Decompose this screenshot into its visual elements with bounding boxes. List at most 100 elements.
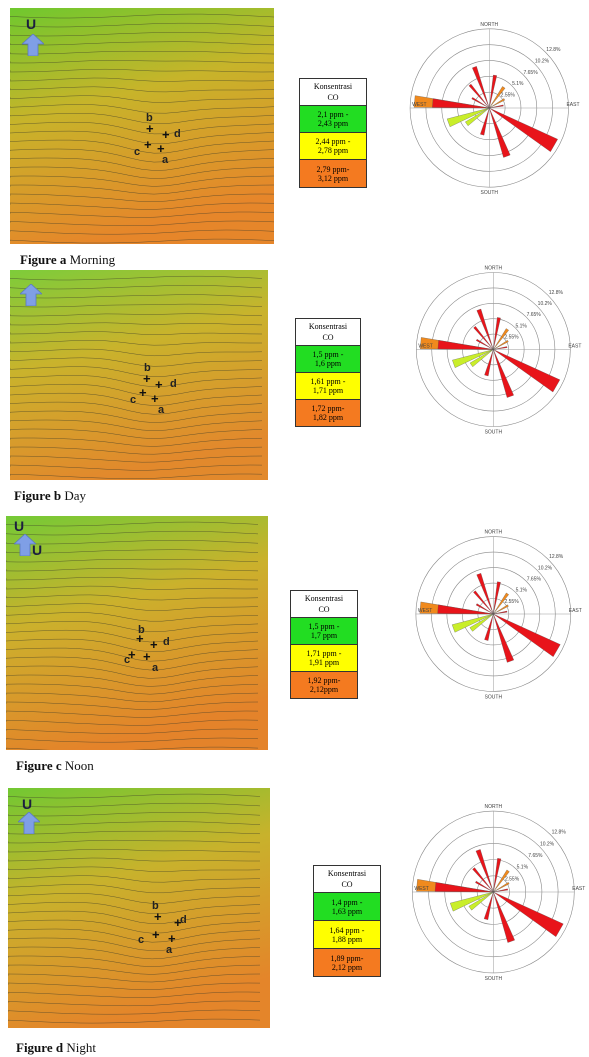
contour-line	[10, 375, 263, 388]
contour-line	[10, 50, 274, 55]
rose-petal	[489, 107, 511, 158]
contour-line	[8, 802, 261, 808]
marker-point: +	[143, 649, 151, 664]
map-contours	[10, 270, 268, 480]
contour-line	[10, 193, 274, 202]
rose-petal	[437, 604, 494, 615]
rose-petal	[468, 891, 494, 911]
legend-row: 1,5 ppm -1,6 ppm	[296, 345, 360, 372]
contour-line	[8, 793, 261, 799]
rose-petal	[452, 349, 494, 368]
rose-petal	[475, 338, 494, 350]
marker-label-b: b	[144, 362, 151, 374]
contour-line	[10, 229, 274, 235]
marker-label-d: d	[170, 378, 177, 390]
contour-line	[8, 893, 261, 904]
contour-line	[6, 665, 259, 679]
marker-point: +	[143, 371, 151, 386]
contour-line	[6, 594, 259, 601]
marker-label-c: c	[134, 146, 141, 158]
contour-line	[6, 647, 259, 662]
contour-line	[8, 1009, 261, 1015]
rose-label-west: WEST	[418, 608, 432, 614]
marker-point: +	[162, 127, 170, 142]
rose-petal	[473, 590, 494, 615]
contour-line	[8, 946, 261, 960]
rose-petal	[434, 882, 494, 893]
rose-petal	[451, 613, 494, 633]
map-contours	[6, 516, 268, 750]
contour-line	[6, 746, 259, 750]
rose-ring-label: 5.1%	[517, 865, 529, 871]
contour-line	[8, 991, 261, 998]
contour-line	[8, 928, 261, 943]
contour-line	[8, 964, 261, 975]
rose-petal	[475, 880, 494, 893]
rose-petal	[472, 867, 494, 893]
rose-petal	[493, 346, 508, 350]
marker-point: +	[168, 931, 176, 946]
legend-row: 1,89 ppm- 2,12 ppm	[314, 948, 380, 976]
legend-row: 2,44 ppm -2,78 ppm	[300, 132, 366, 159]
contour-line	[10, 348, 263, 357]
contour-line	[8, 919, 261, 934]
wind-rose-d: NORTH SOUTH EAST WEST 2.55% 5.1% 7.65% 10.2% 12.…	[405, 800, 589, 984]
marker-label-d: d	[180, 914, 187, 926]
contour-line	[10, 157, 274, 171]
rose-petal	[493, 581, 501, 615]
rose-ring-label: 2.55%	[505, 876, 520, 882]
contour-line	[10, 86, 274, 93]
contour-line	[10, 175, 274, 187]
contour-line	[8, 1000, 261, 1007]
marker-label-b: b	[138, 624, 145, 636]
marker-point: +	[146, 121, 154, 136]
legend-row: 1,71 ppm -1,91 ppm	[291, 644, 357, 671]
rose-ring-label: 7.65%	[527, 577, 542, 583]
rose-ring-label: 10.2%	[538, 301, 553, 307]
legend-title: Konsentrasi CO	[304, 594, 344, 614]
rose-ring-label: 10.2%	[535, 58, 550, 64]
marker-point: +	[139, 385, 147, 400]
rose-petal	[483, 891, 494, 920]
contour-line	[8, 866, 261, 872]
marker-label-a: a	[162, 154, 169, 166]
wind-rose-b: NORTH SOUTH EAST WEST 2.55% 5.1% 7.65% 10.2% 12.…	[405, 262, 589, 437]
rose-petal	[489, 74, 497, 109]
contour-line	[10, 366, 263, 377]
marker-label-a: a	[158, 404, 165, 416]
rose-ring-label: 12.8%	[549, 554, 564, 560]
rose-label-east: EAST	[569, 608, 582, 614]
contour-line	[6, 585, 258, 590]
compass-letter: U	[22, 796, 33, 812]
contour-line	[10, 32, 274, 37]
compass-letter: U	[14, 518, 25, 534]
rose-petal	[489, 86, 506, 109]
legend-title: Konsentrasi CO	[313, 82, 353, 102]
rose-petal	[476, 573, 494, 615]
rose-petal	[475, 849, 494, 893]
contour-line	[6, 710, 259, 718]
contour-line	[6, 692, 259, 703]
wind-rose-a: NORTH SOUTH EAST WEST 2.55% 5.1% 7.65% 10.2% 12.…	[400, 18, 586, 198]
legend-row: 2,1 ppm -2,43 ppm	[300, 105, 366, 132]
contour-line	[10, 473, 263, 479]
contour-line	[6, 549, 259, 554]
marker-label-d: d	[174, 128, 181, 140]
map-contours	[10, 8, 274, 244]
contour-line	[6, 728, 259, 734]
compass-letter: U	[26, 16, 37, 32]
rose-label-south: SOUTH	[485, 976, 503, 982]
rose-petal	[493, 317, 501, 350]
contour-line	[6, 683, 259, 695]
legend-row: 1,5 ppm -1,7 ppm	[291, 617, 357, 644]
rose-petal	[493, 349, 561, 393]
contour-line	[8, 901, 261, 914]
marker-point: +	[136, 631, 144, 646]
contour-line	[8, 884, 261, 894]
rose-petal	[493, 613, 515, 663]
contour-line	[10, 322, 263, 326]
rose-petal	[493, 604, 509, 615]
contour-line	[10, 220, 274, 226]
rose-label-east: EAST	[568, 344, 581, 350]
marker-point: +	[152, 927, 160, 942]
